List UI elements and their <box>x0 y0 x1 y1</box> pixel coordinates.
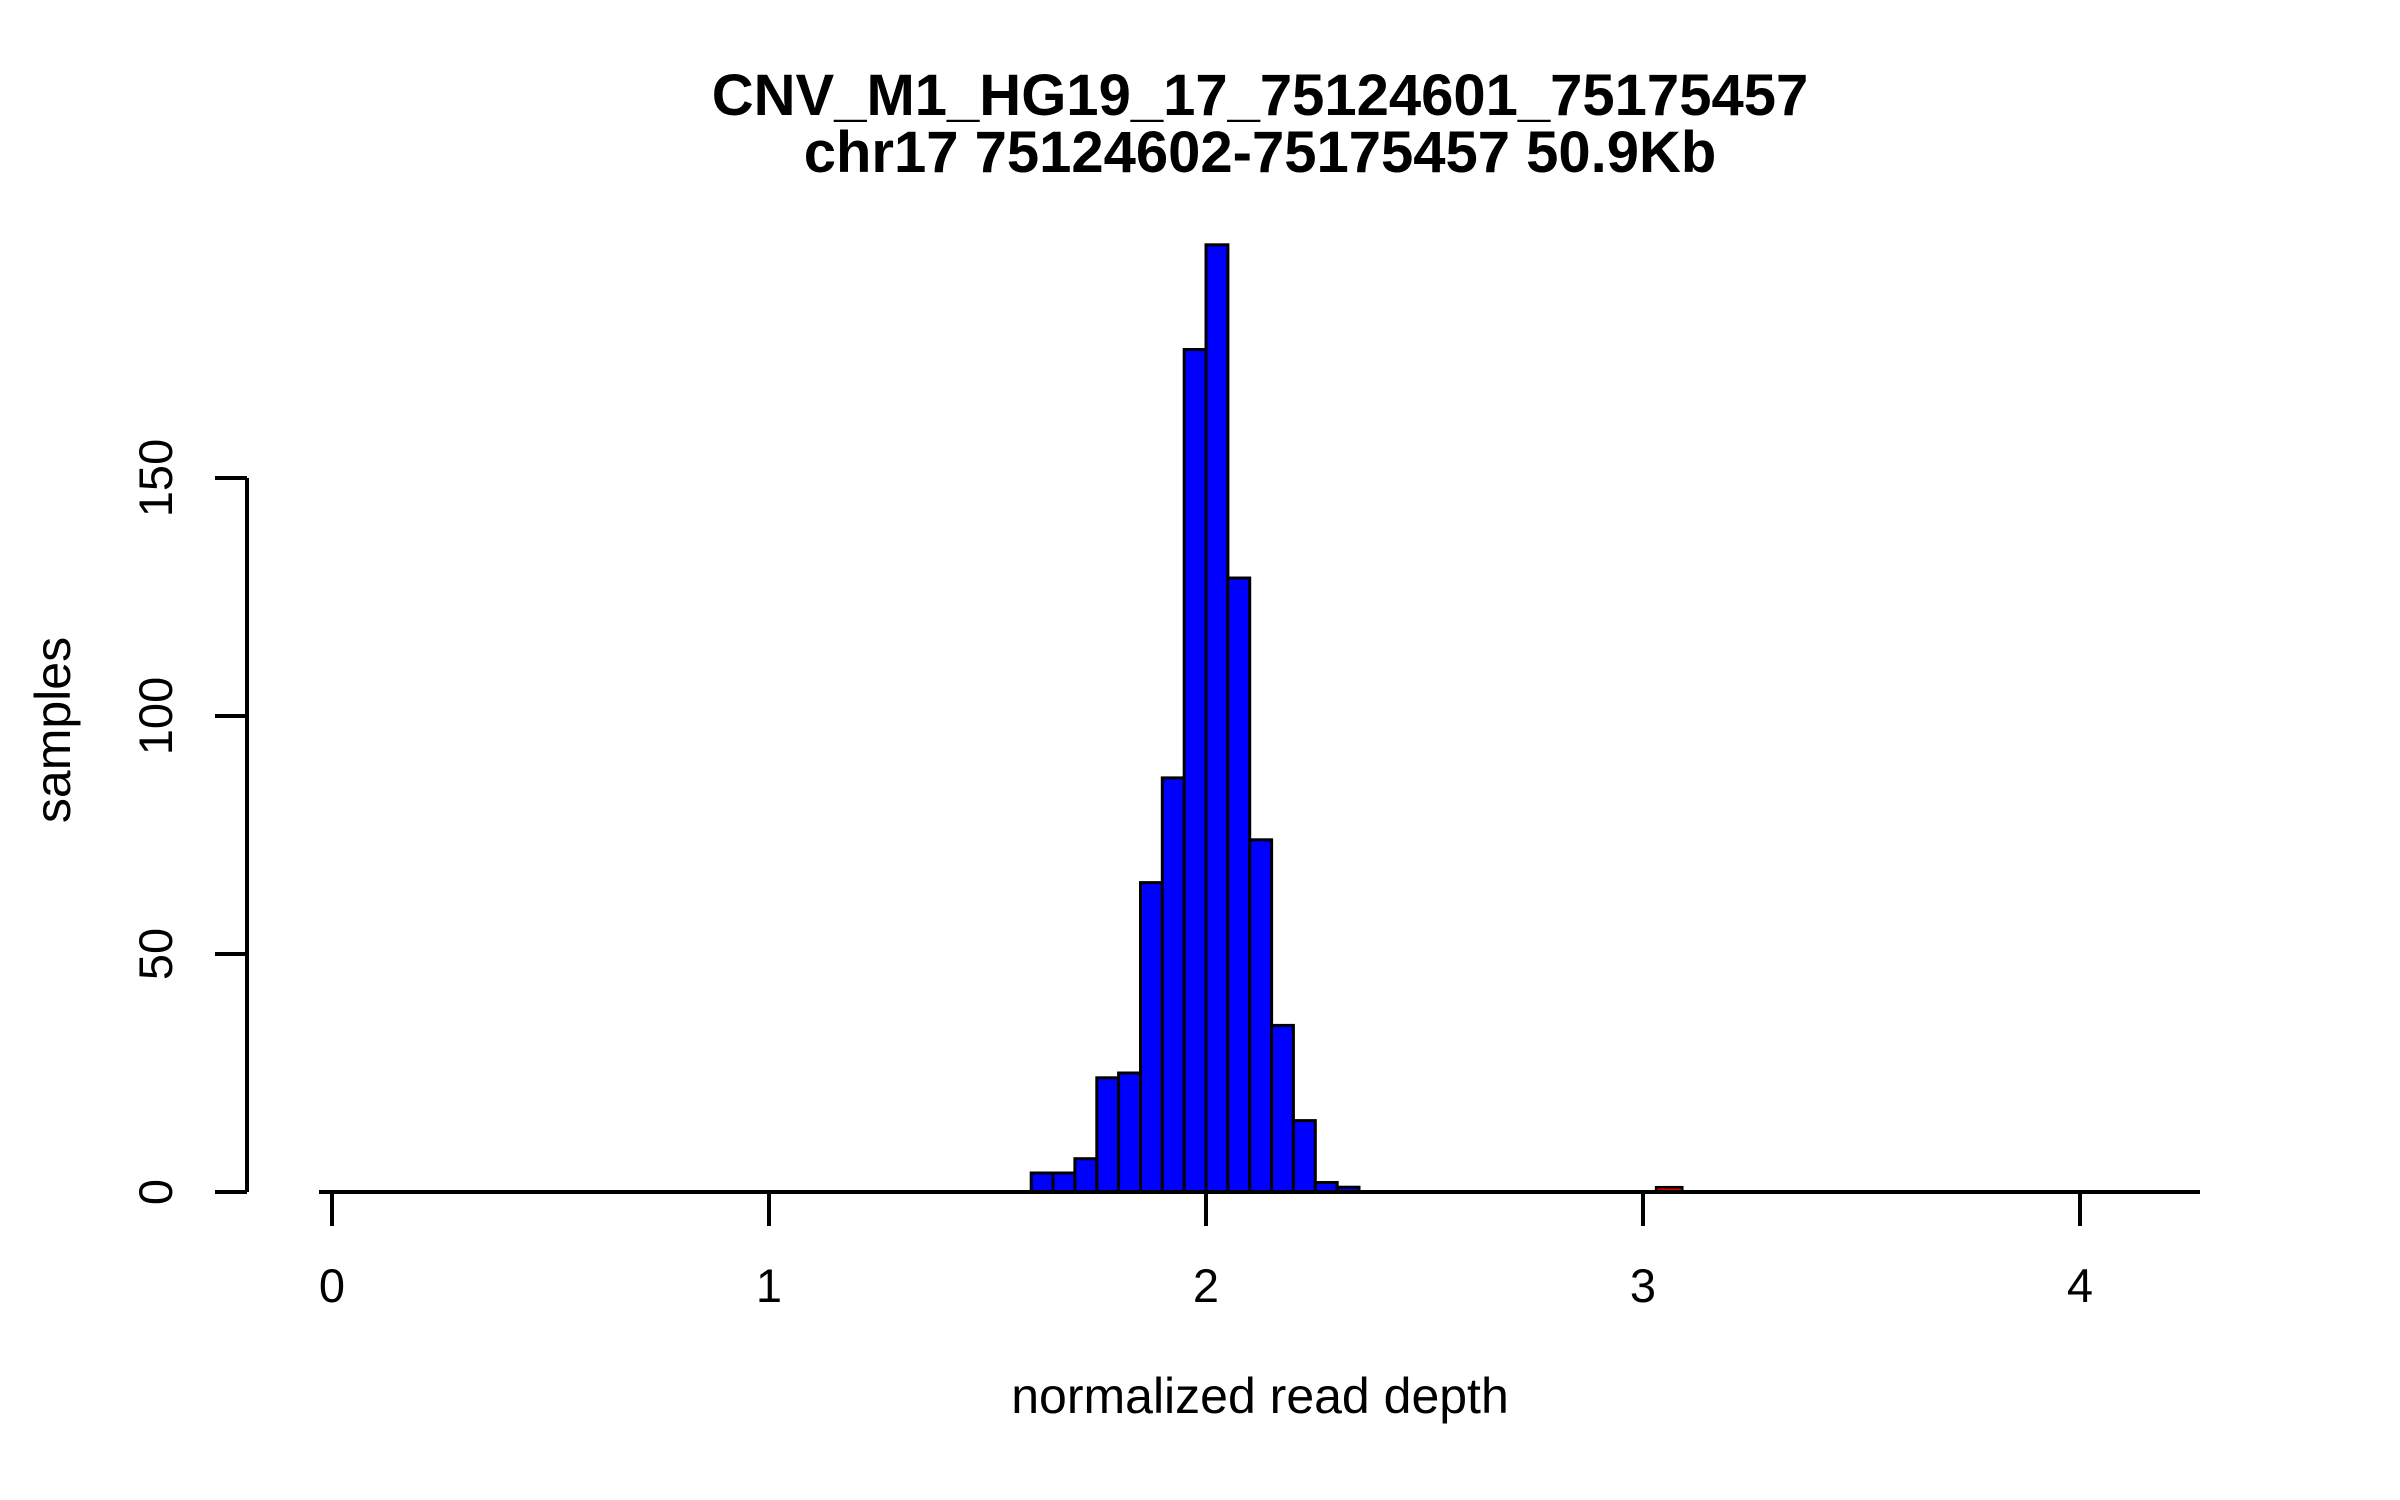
y-axis-label: samples <box>25 637 81 823</box>
x-tick-label: 1 <box>756 1259 782 1312</box>
histogram-bar <box>1270 1023 1295 1194</box>
x-axis-label: normalized read depth <box>1011 1368 1509 1424</box>
histogram-bar <box>1204 243 1230 1194</box>
y-tick-label: 100 <box>129 677 182 755</box>
histogram-bar <box>1029 1171 1055 1194</box>
histogram-bars <box>1029 243 1361 1194</box>
histogram-bar <box>1095 1076 1121 1194</box>
histogram-bar <box>1248 838 1274 1194</box>
x-tick-labels: 0 1 2 3 4 <box>319 1259 2093 1312</box>
histogram-bar <box>1073 1157 1099 1194</box>
histogram-bar <box>1139 881 1164 1194</box>
histogram-bar <box>1117 1071 1142 1194</box>
histogram-bar <box>1226 576 1252 1194</box>
x-tick-label: 4 <box>2067 1259 2093 1312</box>
chart-title-line2: chr17 75124602-75175457 50.9Kb <box>804 120 1717 185</box>
y-tick-label: 150 <box>129 439 182 517</box>
y-tick-labels: 0 50 100 150 <box>129 439 182 1205</box>
x-tick-label: 3 <box>1630 1259 1656 1312</box>
histogram-bar <box>1182 348 1208 1194</box>
histogram-bar <box>1051 1171 1077 1194</box>
x-tick-label: 2 <box>1193 1259 1219 1312</box>
y-tick-label: 0 <box>129 1179 182 1205</box>
x-tick-label: 0 <box>319 1259 345 1312</box>
histogram-bar <box>1291 1119 1317 1194</box>
histogram-bar <box>1160 776 1186 1194</box>
y-tick-label: 50 <box>129 928 182 980</box>
axes <box>215 476 2200 1226</box>
chart-title-line1: CNV_M1_HG19_17_75124601_75175457 <box>712 63 1808 128</box>
